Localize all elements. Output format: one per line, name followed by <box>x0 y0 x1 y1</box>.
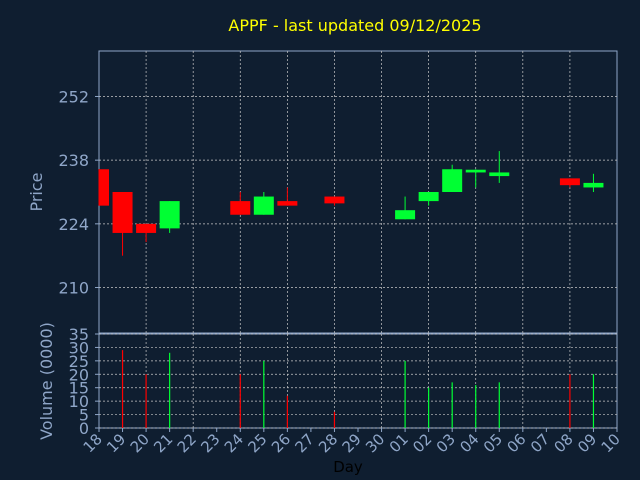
candle-body <box>418 192 439 202</box>
price-axis-label: Price <box>27 172 46 211</box>
x-tick-label: 25 <box>244 430 270 456</box>
volume-tick-label: 25 <box>69 352 89 371</box>
x-tick-label: 24 <box>221 430 247 456</box>
volume-tick-label: 30 <box>69 338 89 357</box>
x-tick-label: 03 <box>433 430 459 456</box>
x-tick-label: 08 <box>551 430 577 456</box>
candle-body <box>395 210 416 220</box>
volume-tick-label: 0 <box>79 419 89 438</box>
candle-body <box>583 182 604 188</box>
x-axis-label: Day <box>333 458 363 476</box>
price-tick-label: 252 <box>58 87 89 106</box>
x-tick-label: 07 <box>527 430 553 456</box>
x-tick-label: 21 <box>150 430 176 456</box>
volume-series <box>121 350 595 428</box>
x-tick-label: 05 <box>480 430 506 456</box>
x-tick-label: 01 <box>386 430 412 456</box>
x-tick-label: 23 <box>197 430 223 456</box>
volume-axis-label: Volume (0000) <box>37 322 56 440</box>
x-tick-label: 09 <box>574 430 600 456</box>
x-tick-label: 27 <box>292 430 318 456</box>
volume-tick-label: 15 <box>69 379 89 398</box>
volume-panel-border <box>98 333 618 429</box>
candle-body <box>465 169 486 173</box>
candle-body <box>277 201 298 206</box>
volume-tick-label: 35 <box>69 325 89 344</box>
x-tick-label: 02 <box>409 430 435 456</box>
x-tick-label: 28 <box>315 430 341 456</box>
x-tick-label: 20 <box>127 430 153 456</box>
candle-body <box>324 196 345 204</box>
price-tick-label: 238 <box>58 151 89 170</box>
candle-body <box>230 201 251 215</box>
candlestick-series <box>98 151 604 256</box>
price-tick-label: 224 <box>58 215 89 234</box>
x-tick-label: 10 <box>598 430 624 456</box>
candle-body <box>159 201 180 229</box>
candle-body <box>442 169 463 192</box>
x-tick-label: 26 <box>268 430 294 456</box>
candle-body <box>99 169 109 206</box>
x-tick-label: 30 <box>362 430 388 456</box>
candle-body <box>559 178 580 186</box>
x-tick-label: 06 <box>503 430 529 456</box>
price-tick-label: 210 <box>58 279 89 298</box>
x-tick-label: 29 <box>339 430 365 456</box>
x-axis-ticks: 1819202122232425262728293001020304050607… <box>80 428 624 456</box>
chart-title: APPF - last updated 09/12/2025 <box>228 16 481 35</box>
x-tick-label: 04 <box>456 430 482 456</box>
candle-body <box>489 172 510 177</box>
price-panel-border <box>98 50 618 334</box>
volume-tick-label: 20 <box>69 365 89 384</box>
candle-body <box>253 196 274 215</box>
volume-tick-label: 5 <box>79 406 89 425</box>
price-panel: 210 224 238 252 <box>58 50 618 334</box>
volume-tick-label: 10 <box>69 392 89 411</box>
x-tick-label: 22 <box>174 430 200 456</box>
x-tick-label: 19 <box>103 430 129 456</box>
candle-body <box>136 223 157 233</box>
candle-body <box>112 192 133 233</box>
